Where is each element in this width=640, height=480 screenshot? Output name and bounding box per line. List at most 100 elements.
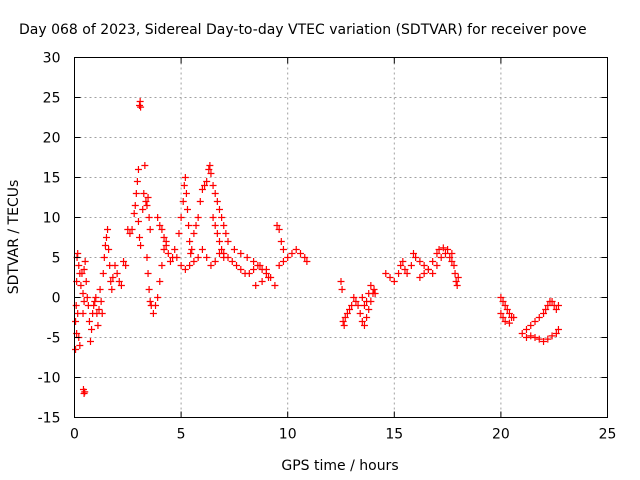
data-point [544, 335, 552, 343]
data-point [209, 182, 217, 189]
data-point [420, 270, 428, 277]
data-point [510, 314, 518, 321]
data-point [444, 246, 452, 253]
data-point [215, 206, 223, 213]
data-point [136, 102, 144, 109]
data-point [237, 266, 245, 273]
data-point [429, 270, 437, 277]
data-point [81, 258, 89, 265]
data-point [245, 270, 253, 277]
data-point [337, 278, 345, 285]
x-tick-label: 5 [177, 427, 186, 443]
data-point [292, 246, 300, 253]
data-point [90, 302, 98, 309]
data-point [554, 326, 562, 333]
data-point [128, 226, 136, 233]
data-point [416, 274, 424, 281]
data-point [196, 198, 204, 205]
data-point [542, 306, 550, 313]
data-points [72, 98, 562, 397]
data-point [433, 262, 441, 269]
data-point [98, 310, 106, 317]
data-point [503, 306, 511, 313]
data-point [548, 298, 556, 305]
data-point [72, 302, 80, 309]
y-tick-label: 30 [43, 51, 61, 67]
data-point [94, 322, 102, 329]
data-point [108, 286, 116, 293]
data-point [360, 302, 368, 309]
x-tick-label: 20 [492, 427, 510, 443]
data-point [207, 170, 215, 177]
data-point [190, 258, 198, 265]
data-point [505, 310, 513, 317]
data-point [186, 262, 194, 269]
data-point [211, 258, 219, 265]
data-point [450, 262, 458, 269]
data-point [105, 246, 113, 253]
data-point [386, 274, 394, 281]
data-point [439, 244, 447, 252]
data-point [74, 250, 82, 257]
data-point [137, 242, 145, 249]
y-tick-label: 25 [43, 91, 61, 107]
data-point [154, 214, 162, 221]
y-tick-label: 20 [43, 131, 61, 147]
data-point [367, 282, 375, 289]
data-point [420, 262, 428, 269]
data-point [91, 298, 99, 305]
data-point [453, 282, 461, 289]
data-point [371, 290, 379, 297]
data-point [99, 270, 107, 277]
data-point [139, 206, 147, 213]
data-point [499, 298, 507, 305]
data-point [390, 278, 398, 285]
x-tick-label: 25 [599, 427, 617, 443]
data-point [141, 162, 149, 169]
data-point [96, 286, 104, 293]
y-axis-label: SDTVAR / TECUs [6, 180, 22, 295]
data-point [132, 190, 140, 197]
data-point [181, 174, 189, 181]
data-point [228, 258, 236, 265]
data-point [107, 278, 115, 285]
data-point [177, 214, 185, 221]
data-point [92, 294, 100, 301]
data-point [230, 246, 238, 253]
data-point [180, 182, 188, 189]
data-point [162, 242, 170, 249]
data-point [76, 342, 84, 349]
data-point [177, 262, 185, 269]
data-point [554, 302, 562, 309]
data-point [275, 226, 283, 233]
data-point [416, 258, 424, 265]
data-point [452, 278, 460, 285]
data-point [164, 250, 172, 257]
data-point [220, 250, 228, 257]
data-point [78, 270, 86, 277]
data-point [80, 298, 88, 305]
y-tick-label: 15 [43, 171, 61, 187]
x-axis-label: GPS time / hours [281, 458, 398, 474]
data-point [79, 310, 87, 317]
y-tick-label: -15 [38, 411, 61, 427]
data-point [540, 310, 548, 317]
data-point [211, 190, 219, 197]
y-tick-label: 10 [43, 211, 61, 227]
data-point [133, 178, 141, 185]
data-point [80, 266, 88, 273]
data-point [185, 222, 193, 229]
data-point [198, 186, 206, 193]
data-point [115, 278, 123, 285]
data-point [85, 318, 93, 325]
data-point [527, 332, 535, 340]
data-point [505, 319, 513, 327]
data-point [262, 266, 270, 273]
data-point [407, 262, 415, 269]
data-point [544, 302, 552, 309]
data-point [134, 218, 142, 225]
data-point [192, 222, 200, 229]
data-point [365, 306, 373, 313]
data-point [250, 266, 258, 273]
y-tick-label: -10 [38, 371, 61, 387]
